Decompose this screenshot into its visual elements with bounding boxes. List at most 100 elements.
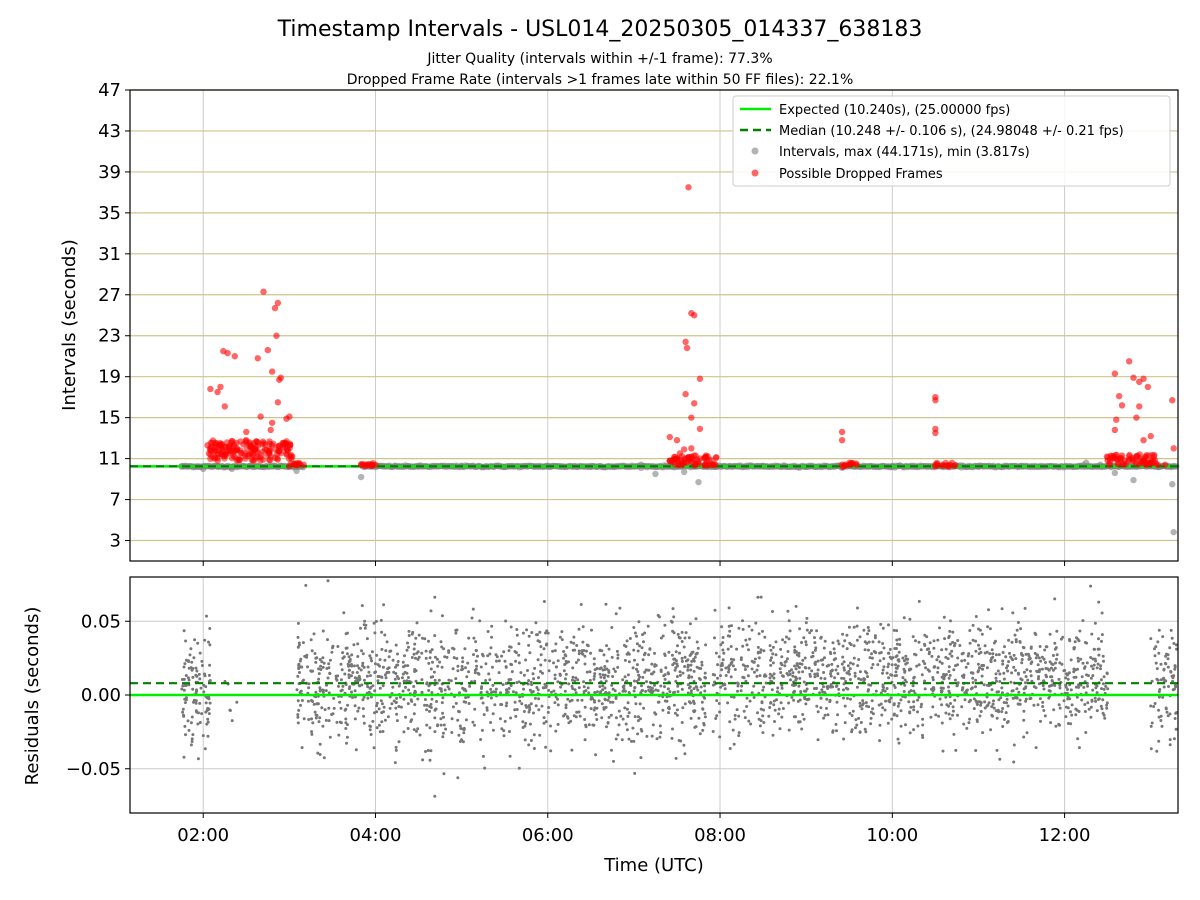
residual-point [598, 685, 602, 689]
residual-point [635, 667, 638, 671]
residual-point [296, 645, 300, 649]
residual-point [632, 626, 636, 629]
residual-point [678, 651, 681, 655]
residual-point [747, 624, 751, 628]
residual-point [328, 672, 332, 676]
residual-point [428, 709, 431, 713]
dropped-frame-point [1136, 403, 1143, 410]
residual-point [340, 688, 344, 692]
residual-point [977, 666, 981, 670]
residual-point [756, 595, 760, 599]
dropped-frame-point [685, 184, 692, 191]
residual-point [471, 720, 475, 724]
residual-point [423, 637, 427, 641]
residual-point [560, 630, 564, 634]
residual-point [427, 639, 430, 643]
residual-point [403, 654, 406, 658]
residual-point [1159, 662, 1163, 666]
residual-point [1077, 746, 1081, 750]
residual-point [381, 684, 385, 688]
residual-point [1073, 640, 1077, 644]
residual-point [737, 714, 741, 718]
residual-point [867, 640, 871, 644]
residual-point [402, 679, 406, 683]
residual-point [819, 636, 823, 640]
residual-point [374, 670, 378, 674]
residual-point [773, 708, 777, 712]
residual-point [1105, 672, 1109, 676]
residual-point [565, 715, 569, 719]
residual-point [322, 688, 325, 692]
residual-point [339, 662, 343, 666]
residual-point [1169, 670, 1173, 674]
residual-point [921, 723, 925, 727]
residual-point [941, 749, 945, 753]
residual-point [659, 731, 663, 735]
residual-point [360, 649, 363, 653]
residual-point [1101, 698, 1105, 702]
residual-point [1074, 685, 1078, 689]
residual-point [488, 678, 492, 682]
residual-point [409, 720, 413, 723]
residual-point [757, 632, 761, 636]
residual-point [452, 656, 456, 660]
residual-point [842, 666, 846, 670]
residual-point [208, 627, 212, 630]
residual-point [747, 648, 750, 652]
residual-point [645, 734, 649, 738]
residual-point [837, 642, 841, 646]
residual-point [663, 699, 667, 703]
residual-point [819, 676, 823, 680]
residual-point [464, 689, 468, 693]
residual-point [456, 664, 460, 668]
residual-point [583, 662, 587, 666]
residual-point [230, 719, 234, 723]
residual-point [1004, 655, 1008, 659]
residual-point [1100, 687, 1103, 691]
residual-point [783, 640, 787, 644]
residual-point [1164, 661, 1167, 665]
residual-point [895, 638, 899, 642]
residual-point [1077, 639, 1081, 643]
residual-point [683, 655, 687, 659]
interval-point [695, 478, 702, 486]
residual-point [374, 619, 378, 623]
residual-point [1157, 715, 1161, 719]
residual-point [589, 651, 593, 655]
residual-point [307, 718, 311, 721]
residual-point [1006, 704, 1010, 708]
residual-point [627, 711, 631, 715]
residual-point [395, 712, 399, 716]
residual-point [1089, 584, 1093, 588]
residual-point [395, 663, 399, 667]
residual-point [991, 655, 995, 659]
residual-point [741, 627, 745, 631]
residual-point [882, 657, 886, 661]
residual-point [1048, 660, 1052, 664]
residual-point [806, 698, 810, 702]
residual-point [460, 665, 464, 668]
residual-point [1149, 704, 1153, 708]
residual-point [311, 721, 315, 725]
residual-point [855, 723, 859, 727]
residual-point [994, 676, 998, 680]
residual-point [208, 643, 212, 647]
residual-point [1076, 737, 1080, 741]
residual-point [533, 696, 537, 700]
residual-point [680, 687, 684, 691]
residual-point [907, 668, 911, 672]
residual-point [643, 670, 647, 674]
residual-point [502, 650, 506, 654]
residual-point [574, 715, 578, 719]
residual-point [697, 716, 701, 720]
residual-point [948, 717, 952, 721]
residual-point [348, 658, 352, 661]
residual-point [463, 647, 467, 651]
residual-point [810, 669, 814, 673]
residual-point [565, 645, 569, 649]
residual-point [908, 617, 912, 621]
residual-point [692, 702, 696, 705]
residual-point [887, 676, 891, 680]
residual-point [607, 715, 611, 719]
